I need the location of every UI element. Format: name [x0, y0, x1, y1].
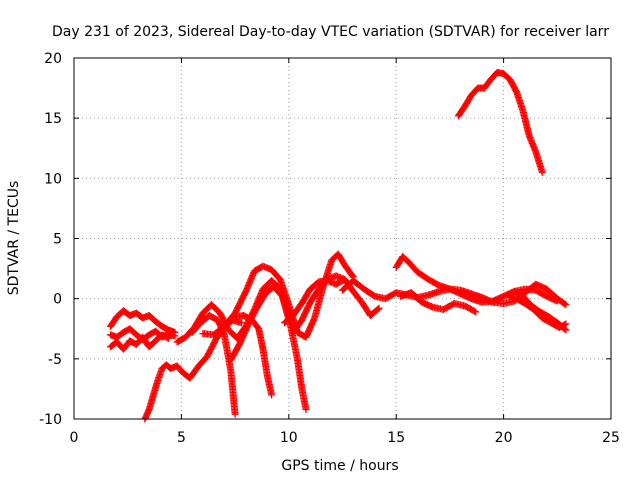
y-tick-label: -10 — [39, 412, 62, 428]
y-tick-label: 15 — [44, 111, 62, 127]
series-s9 — [227, 283, 310, 413]
axis-ticks — [73, 57, 612, 420]
x-tick-label: 10 — [280, 430, 298, 446]
series-s3 — [107, 331, 173, 353]
data-point — [375, 304, 383, 312]
data-point — [538, 168, 546, 176]
x-axis-label: GPS time / hours — [281, 458, 398, 474]
y-tick-label: -5 — [48, 352, 62, 368]
data-point — [165, 334, 173, 342]
data-point — [561, 325, 569, 333]
x-tick-label: 0 — [70, 430, 79, 446]
grid-lines — [74, 58, 611, 419]
data-point — [171, 332, 179, 340]
y-tick-label: 5 — [53, 232, 62, 248]
x-tick-labels: 0 5 10 15 20 25 — [70, 430, 620, 446]
data-point — [374, 305, 382, 313]
data-point — [562, 301, 570, 309]
data-point — [163, 334, 171, 342]
y-tick-labels: -10 -5 0 5 10 15 20 — [39, 51, 62, 428]
data-point — [472, 308, 480, 316]
x-tick-label: 5 — [177, 430, 186, 446]
series-s17 — [454, 68, 546, 176]
data-point — [470, 307, 478, 315]
series-s14 — [396, 289, 480, 316]
data-point — [561, 300, 569, 308]
series-s13 — [392, 253, 570, 309]
data-point — [302, 405, 310, 413]
data-point — [562, 326, 570, 334]
y-tick-label: 10 — [44, 171, 62, 187]
y-axis-label: SDTVAR / TECUs — [6, 181, 22, 296]
series-s10 — [281, 275, 383, 327]
data-points — [107, 68, 570, 423]
data-point — [268, 391, 276, 399]
series-s16 — [510, 287, 570, 334]
chart-title: Day 231 of 2023, Sidereal Day-to-day VTE… — [52, 24, 609, 40]
x-tick-label: 20 — [495, 430, 513, 446]
data-point — [231, 410, 239, 418]
data-point — [341, 275, 349, 283]
series-s11 — [289, 272, 349, 336]
data-point — [562, 320, 570, 328]
x-tick-label: 15 — [387, 430, 405, 446]
x-tick-label: 25 — [602, 430, 620, 446]
y-tick-label: 20 — [44, 51, 62, 67]
y-tick-label: 0 — [53, 292, 62, 308]
data-point — [238, 319, 246, 327]
series-s8 — [231, 312, 276, 399]
